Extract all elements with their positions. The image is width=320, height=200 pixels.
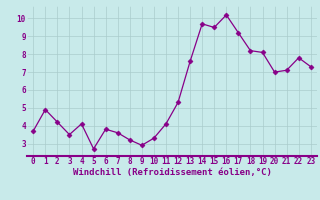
X-axis label: Windchill (Refroidissement éolien,°C): Windchill (Refroidissement éolien,°C) bbox=[73, 168, 271, 177]
